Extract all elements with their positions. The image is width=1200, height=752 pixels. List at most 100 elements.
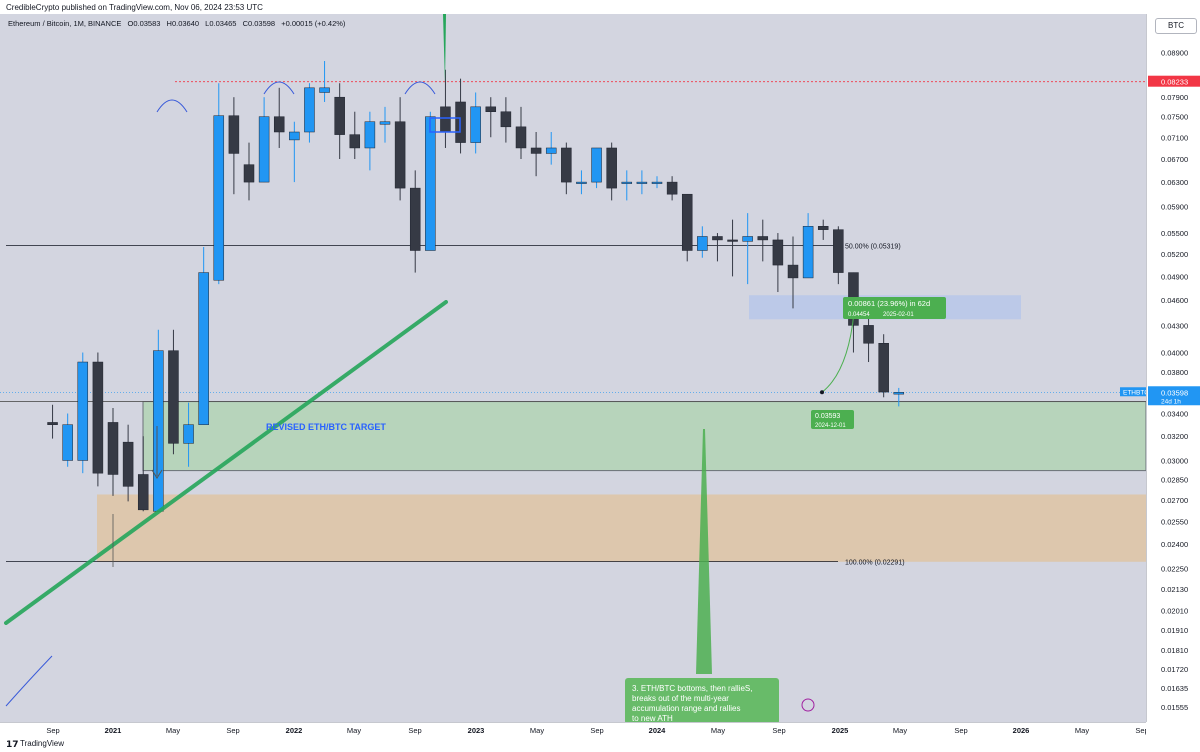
candle-body — [394, 121, 406, 189]
candle-body — [379, 121, 391, 125]
high-label: H — [167, 19, 172, 28]
price-tick: 0.04000 — [1161, 349, 1188, 358]
price-tick: 0.06300 — [1161, 178, 1188, 187]
price-tick: 0.05500 — [1161, 229, 1188, 238]
brand-label: TradingView — [20, 739, 65, 748]
price-tick: 0.02010 — [1161, 607, 1188, 616]
arc-bottom-left — [5, 655, 53, 707]
price-tick: 0.07900 — [1161, 93, 1188, 102]
candle-body — [591, 147, 602, 183]
time-tick: May — [1075, 726, 1089, 735]
symbol-name: Ethereum / Bitcoin, 1M, BINANCE — [8, 19, 121, 28]
top-arc-1 — [156, 99, 188, 113]
candle-body — [742, 236, 753, 242]
time-tick: 2024 — [649, 726, 667, 735]
price-tick: 0.03800 — [1161, 368, 1188, 377]
measure-arrowhead — [151, 469, 163, 479]
time-tick: May — [530, 726, 544, 735]
symbol-legend: Ethereum / Bitcoin, 1M, BINANCE O0.03583… — [8, 19, 346, 28]
close-label: C — [243, 19, 249, 28]
accumulation-zone — [97, 494, 1146, 562]
price-tick: 0.01810 — [1161, 646, 1188, 655]
price-tick: 0.03200 — [1161, 432, 1188, 441]
target-label: REVISED ETH/BTC TARGET — [266, 422, 386, 432]
candle-body — [485, 106, 497, 112]
callout-line-4: to new ATH — [632, 714, 673, 722]
low-label-date: 2024-12-01 — [815, 423, 846, 429]
candle-body — [666, 181, 678, 195]
fib-100-label: 100.00% (0.02291) — [845, 560, 905, 567]
price-tick: 0.02250 — [1161, 564, 1188, 573]
candle-body — [878, 343, 889, 393]
callout-line-2: breaks out of the multi-year — [632, 694, 729, 703]
price-axis[interactable]: BTC 0.095000.089000.082330.079000.075000… — [1146, 14, 1200, 722]
candle-body — [545, 147, 557, 154]
time-tick: Sep — [46, 726, 59, 735]
time-tick: May — [711, 726, 725, 735]
candle-body — [349, 134, 361, 149]
measure-label-sub: 0.04454 — [848, 312, 870, 318]
chart-area[interactable]: 0.00861 (23.96%) in 62d 0.04454 2025-02-01… — [0, 14, 1146, 722]
price-tick: 0.01720 — [1161, 665, 1188, 674]
spike-bottom — [696, 429, 712, 674]
symbol-tag-bg — [1120, 387, 1146, 397]
candle-body — [213, 115, 225, 281]
candle-body — [833, 229, 844, 273]
target-zone — [142, 401, 1146, 472]
price-tick: 0.01635 — [1161, 684, 1188, 693]
candle-body — [47, 422, 58, 425]
candle-body — [651, 181, 663, 184]
candle-body — [425, 116, 436, 251]
currency-button[interactable]: BTC — [1155, 18, 1197, 34]
top-arc-2 — [263, 81, 295, 95]
candle-body — [289, 131, 300, 141]
candle-body — [515, 126, 527, 149]
price-tick: 0.08900 — [1161, 48, 1188, 57]
published-header: CredibleCrypto published on TradingView.… — [0, 0, 1200, 14]
candle-body — [409, 187, 421, 251]
time-axis[interactable]: Sep 2021 May Sep 2022 May Sep 2023 May Sep 2024 May… — [0, 722, 1149, 736]
candle-body — [183, 424, 194, 444]
price-tick: 0.02550 — [1161, 517, 1188, 526]
measure-label-main: 0.00861 (23.96%) in 62d — [848, 299, 930, 308]
price-tick: 0.07100 — [1161, 133, 1188, 142]
price-tick: 0.02400 — [1161, 540, 1188, 549]
candle-body — [107, 422, 119, 475]
price-tick: 0.02130 — [1161, 585, 1188, 594]
tradingview-logo-icon: 17 — [6, 740, 19, 750]
candle-body — [137, 474, 149, 511]
time-tick: Sep — [772, 726, 785, 735]
candle-body — [470, 106, 481, 143]
alert-icon — [801, 698, 815, 712]
open-value: 0.03583 — [133, 19, 160, 28]
candle-body — [636, 181, 648, 184]
candle-body — [62, 424, 73, 461]
candle-body — [77, 361, 89, 461]
time-tick: Sep — [954, 726, 967, 735]
candle-body — [576, 181, 587, 184]
low-value: 0.03465 — [209, 19, 236, 28]
price-tick: 0.03000 — [1161, 456, 1188, 465]
top-arc-3 — [404, 81, 436, 95]
candle-body — [681, 193, 693, 251]
candle-body — [500, 111, 512, 128]
candle-body — [92, 361, 104, 474]
measure-label-bg — [843, 297, 946, 319]
candle-body — [757, 236, 769, 241]
price-tick: 0.04300 — [1161, 321, 1188, 330]
candle-body — [727, 239, 738, 242]
candle-body — [561, 147, 572, 183]
time-tick: May — [893, 726, 907, 735]
time-tick: 2022 — [286, 726, 303, 735]
red-level-tag — [1148, 75, 1200, 87]
candle-body — [273, 116, 285, 133]
candle-body — [772, 239, 784, 266]
fib-50-label: 50.00% (0.05319) — [845, 244, 901, 251]
countdown-label: 24d 1h — [1161, 398, 1181, 405]
time-tick: 2025 — [832, 726, 849, 735]
candle-body — [334, 96, 345, 135]
projection-curve — [821, 312, 855, 393]
time-scale: Sep 2021 May Sep 2022 May Sep 2023 May Sep 2024 May… — [46, 726, 1148, 735]
callout-box — [625, 678, 779, 722]
high-value: 0.03640 — [172, 19, 199, 28]
